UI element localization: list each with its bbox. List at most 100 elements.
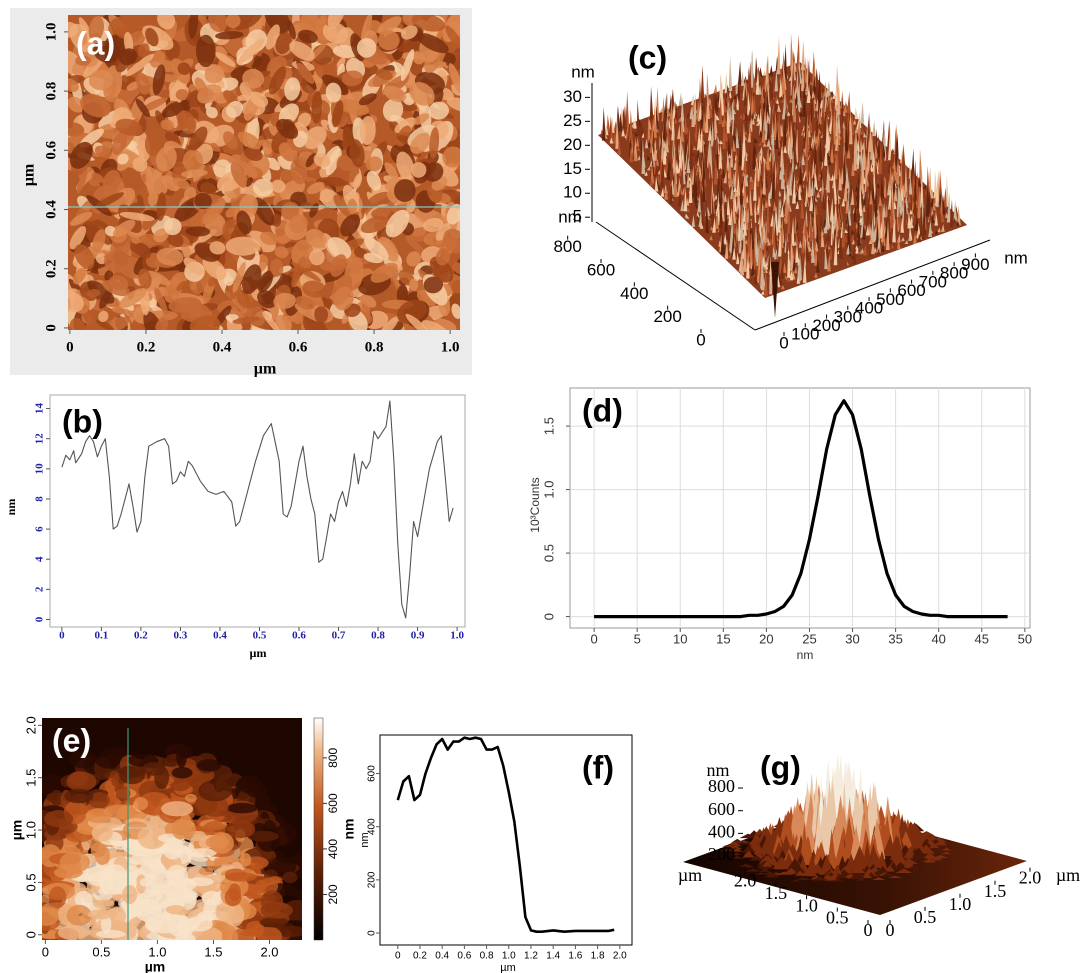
x-tick-label: 0 — [395, 951, 401, 962]
spike — [729, 56, 733, 91]
x-axis-label: µm — [145, 959, 166, 973]
x-tick-label: 1.2 — [524, 951, 538, 962]
y-tick-label: 1.0 — [795, 895, 818, 915]
y-tick-label: 0.5 — [23, 873, 38, 891]
y-tick-label: 10 — [34, 463, 46, 475]
grain — [34, 907, 59, 926]
spike — [855, 107, 859, 119]
x-tick-label: 1.5 — [204, 944, 222, 959]
x-tick-label: 900 — [961, 255, 989, 274]
panel-label: (e) — [52, 722, 91, 758]
z-axis-label: nm — [706, 760, 729, 780]
panel-label: (f) — [582, 749, 614, 785]
z-tick-label: 30 — [563, 87, 582, 106]
y-tick-label: 600 — [587, 260, 615, 279]
grain — [255, 880, 267, 891]
grain — [166, 865, 188, 888]
y-tick-label: 0 — [23, 931, 38, 938]
y-axis-label: nm — [359, 832, 371, 847]
x-tick-label: 40 — [931, 631, 945, 646]
grain — [161, 801, 193, 816]
x-tick-label: 30 — [845, 631, 859, 646]
x-tick-label: 0.2 — [137, 339, 156, 355]
x-tick-label: 0 — [779, 333, 788, 352]
grain — [60, 852, 90, 873]
grain — [199, 867, 213, 875]
grain — [119, 766, 145, 784]
x-tick-label: 2.0 — [1019, 868, 1042, 888]
y-axis-label: µm — [678, 865, 702, 885]
y-tick-label: 0 — [367, 930, 378, 936]
x-tick-label: 0.7 — [332, 630, 346, 642]
y-axis-label: µm — [9, 820, 25, 841]
x-tick-label: 1.0 — [502, 951, 516, 962]
panel-label: (d) — [582, 392, 623, 428]
grain — [222, 929, 239, 946]
y-tick-label: 800 — [553, 237, 581, 256]
grain — [261, 890, 283, 913]
x-tick-label: 0.8 — [371, 630, 385, 642]
x-tick-label: 0.2 — [413, 951, 427, 962]
z-axis-label: nm — [571, 62, 595, 81]
y-tick-label: 1.5 — [765, 883, 788, 903]
y-tick-label: 6 — [34, 526, 46, 532]
spike — [738, 61, 742, 84]
y-tick-label: 0 — [541, 613, 556, 620]
spike — [701, 65, 705, 99]
x-tick-label: 50 — [1018, 631, 1032, 646]
x-tick-label: 15 — [716, 631, 730, 646]
spike — [713, 84, 717, 93]
grain — [58, 925, 89, 940]
spike — [801, 40, 805, 70]
panel-label: (c) — [628, 39, 667, 75]
grain — [197, 759, 222, 771]
x-tick-label: 1.5 — [984, 881, 1007, 901]
x-axis-label: µm — [500, 962, 516, 973]
afm-image — [55, 0, 477, 350]
y-tick-label: 200 — [653, 307, 681, 326]
grain — [237, 775, 262, 793]
y-tick-label: 0 — [34, 616, 46, 622]
spike — [861, 102, 865, 124]
spike — [872, 121, 876, 136]
y-tick-label: 200 — [367, 871, 378, 888]
colorbar-tick-label: 400 — [326, 839, 340, 859]
x-tick-label: 1.0 — [450, 630, 464, 642]
y-tick-label: 0.6 — [43, 140, 59, 159]
x-tick-label: 1.6 — [568, 951, 582, 962]
x-tick-label: 25 — [802, 631, 816, 646]
spike — [650, 86, 654, 119]
z-tick-label: 15 — [563, 159, 582, 178]
grain — [172, 767, 193, 778]
grain — [209, 832, 233, 854]
z-tick-label: 600 — [708, 799, 735, 819]
x-tick-label: 0.2 — [134, 630, 148, 642]
x-tick-label: 0 — [66, 339, 74, 355]
spike — [741, 71, 745, 86]
grain — [260, 917, 288, 927]
y-tick-label: 14 — [34, 403, 46, 415]
colorbar-tick-label: 600 — [326, 793, 340, 813]
grain — [93, 899, 114, 909]
y-tick-label: 2 — [34, 586, 46, 592]
grain — [46, 793, 58, 802]
z-tick-label: 400 — [708, 821, 735, 841]
y-tick-label: 1.0 — [43, 23, 59, 42]
grain — [227, 803, 258, 813]
grain — [85, 808, 111, 823]
y-tick-label: 0 — [43, 324, 59, 332]
y-tick-label: 600 — [367, 765, 378, 782]
y-tick-label: 0.2 — [43, 259, 59, 278]
y-tick-label: 12 — [34, 433, 46, 445]
colorbar — [314, 718, 323, 940]
x-tick-label: 0.4 — [213, 339, 232, 355]
plot-frame — [570, 388, 1030, 628]
colorbar-label: nm — [341, 819, 357, 840]
grain — [172, 819, 189, 840]
grain — [166, 905, 186, 914]
grain — [88, 909, 113, 919]
grain — [196, 35, 216, 67]
x-tick-label: 0.8 — [480, 951, 494, 962]
x-tick-label: 0.5 — [253, 630, 267, 642]
